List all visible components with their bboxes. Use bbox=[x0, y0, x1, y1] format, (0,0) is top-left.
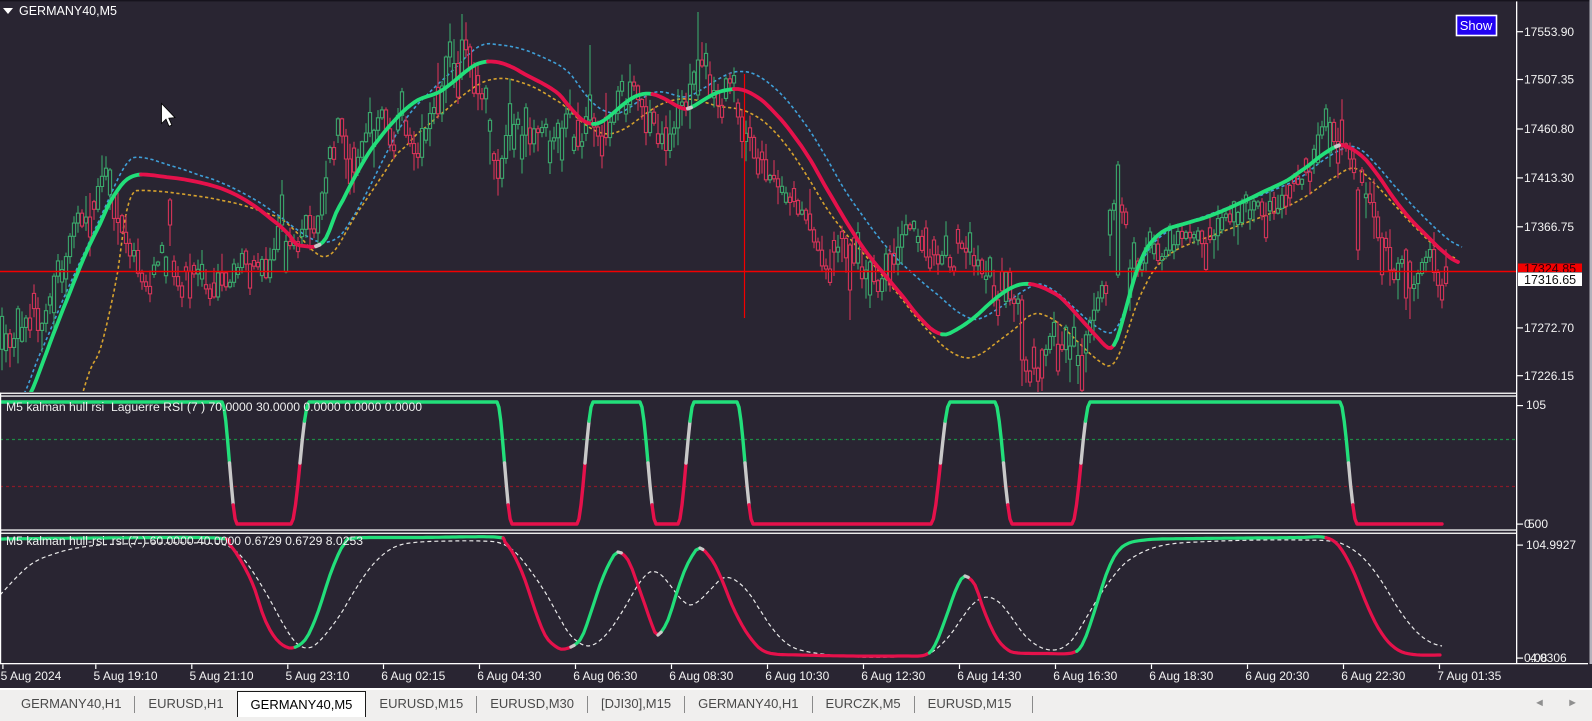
svg-text:5 Aug 19:10: 5 Aug 19:10 bbox=[94, 669, 158, 683]
svg-text:17226.15: 17226.15 bbox=[1524, 369, 1574, 383]
svg-text:6 Aug 12:30: 6 Aug 12:30 bbox=[861, 669, 925, 683]
svg-text:5 Aug 2024: 5 Aug 2024 bbox=[1, 669, 62, 683]
svg-text:6 Aug 10:30: 6 Aug 10:30 bbox=[765, 669, 829, 683]
svg-text:104.9927: 104.9927 bbox=[1526, 538, 1576, 552]
svg-text:0: 0 bbox=[1524, 517, 1531, 531]
svg-text:M5 kalman hull rsi Laguerre R: M5 kalman hull rsi Laguerre RSI (7 ) 70.… bbox=[6, 400, 422, 414]
svg-text:6 Aug 16:30: 6 Aug 16:30 bbox=[1053, 669, 1117, 683]
svg-text:17272.70: 17272.70 bbox=[1524, 321, 1574, 335]
svg-text:17460.80: 17460.80 bbox=[1524, 122, 1574, 136]
svg-text:17316.65: 17316.65 bbox=[1524, 273, 1576, 287]
svg-text:17507.35: 17507.35 bbox=[1524, 73, 1574, 87]
svg-text:6 Aug 02:15: 6 Aug 02:15 bbox=[381, 669, 445, 683]
svg-text:0.08: 0.08 bbox=[1524, 651, 1548, 665]
svg-text:6 Aug 06:30: 6 Aug 06:30 bbox=[573, 669, 637, 683]
svg-text:6 Aug 14:30: 6 Aug 14:30 bbox=[957, 669, 1021, 683]
svg-text:GERMANY40,M5: GERMANY40,M5 bbox=[19, 4, 117, 18]
svg-text:6 Aug 18:30: 6 Aug 18:30 bbox=[1149, 669, 1213, 683]
svg-text:6 Aug 08:30: 6 Aug 08:30 bbox=[669, 669, 733, 683]
svg-text:M5 kalman hull-rsi rsi (7 ) 6: M5 kalman hull-rsi rsi (7 ) 60.0000 40.0… bbox=[6, 534, 363, 548]
svg-text:4.0306: 4.0306 bbox=[1530, 651, 1567, 665]
svg-text:5 Aug 23:10: 5 Aug 23:10 bbox=[286, 669, 350, 683]
svg-text:6 Aug 20:30: 6 Aug 20:30 bbox=[1245, 669, 1309, 683]
svg-text:Show: Show bbox=[1460, 18, 1493, 33]
svg-text:17366.75: 17366.75 bbox=[1524, 220, 1574, 234]
svg-text:17553.90: 17553.90 bbox=[1524, 25, 1574, 39]
svg-text:6 Aug 22:30: 6 Aug 22:30 bbox=[1341, 669, 1405, 683]
svg-text:7 Aug 01:35: 7 Aug 01:35 bbox=[1437, 669, 1501, 683]
svg-text:105: 105 bbox=[1526, 398, 1546, 412]
svg-text:17413.30: 17413.30 bbox=[1524, 171, 1574, 185]
svg-text:500: 500 bbox=[1528, 517, 1548, 531]
svg-text:5 Aug 21:10: 5 Aug 21:10 bbox=[190, 669, 254, 683]
svg-text:17324.85: 17324.85 bbox=[1524, 262, 1576, 276]
svg-text:6 Aug 04:30: 6 Aug 04:30 bbox=[477, 669, 541, 683]
